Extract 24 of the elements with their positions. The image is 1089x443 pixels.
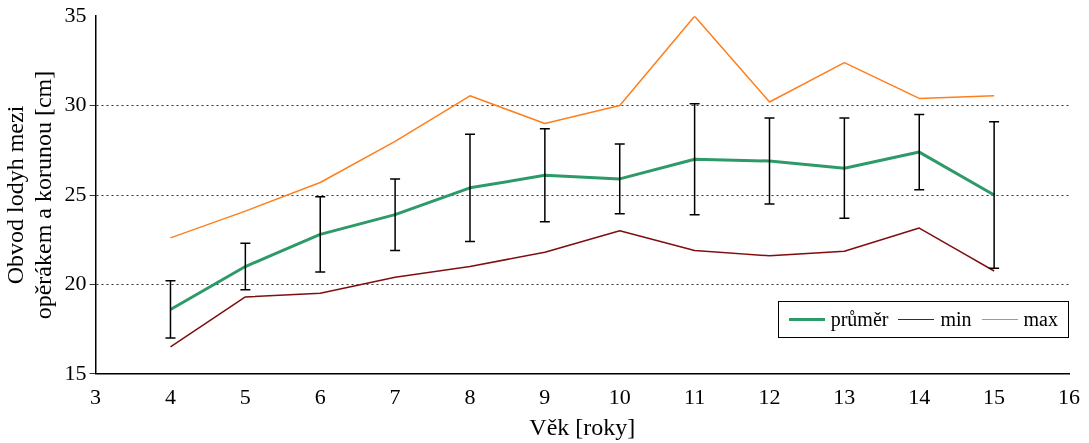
legend-label: průměr: [830, 308, 889, 331]
y-tick-label: 30: [64, 91, 87, 117]
x-tick-label: 15: [983, 383, 1006, 409]
x-tick-label: 16: [1058, 383, 1080, 409]
y-tick-label: 35: [64, 1, 87, 27]
x-tick-label: 13: [833, 383, 856, 409]
y-tick-label: 20: [64, 270, 87, 296]
legend-label: min: [940, 308, 972, 331]
x-tick-label: 3: [90, 383, 102, 409]
y-axis-title: Obvod lodyh mezi opěrákem a korunou [cm]: [1, 70, 57, 320]
x-tick-label: 7: [389, 383, 401, 409]
legend-label: max: [1023, 308, 1058, 331]
x-tick-label: 12: [758, 383, 781, 409]
y-tick-label: 25: [64, 180, 87, 206]
x-tick-label: 14: [908, 383, 931, 409]
x-tick-label: 8: [464, 383, 476, 409]
x-tick-label: 9: [539, 383, 551, 409]
x-tick-label: 5: [239, 383, 251, 409]
x-tick-label: 6: [314, 383, 326, 409]
x-tick-label: 4: [164, 383, 176, 409]
y-tick-label: 15: [64, 359, 87, 385]
x-tick-label: 10: [608, 383, 631, 409]
x-axis-title: Věk [roky]: [529, 413, 636, 440]
x-tick-label: 11: [684, 383, 706, 409]
